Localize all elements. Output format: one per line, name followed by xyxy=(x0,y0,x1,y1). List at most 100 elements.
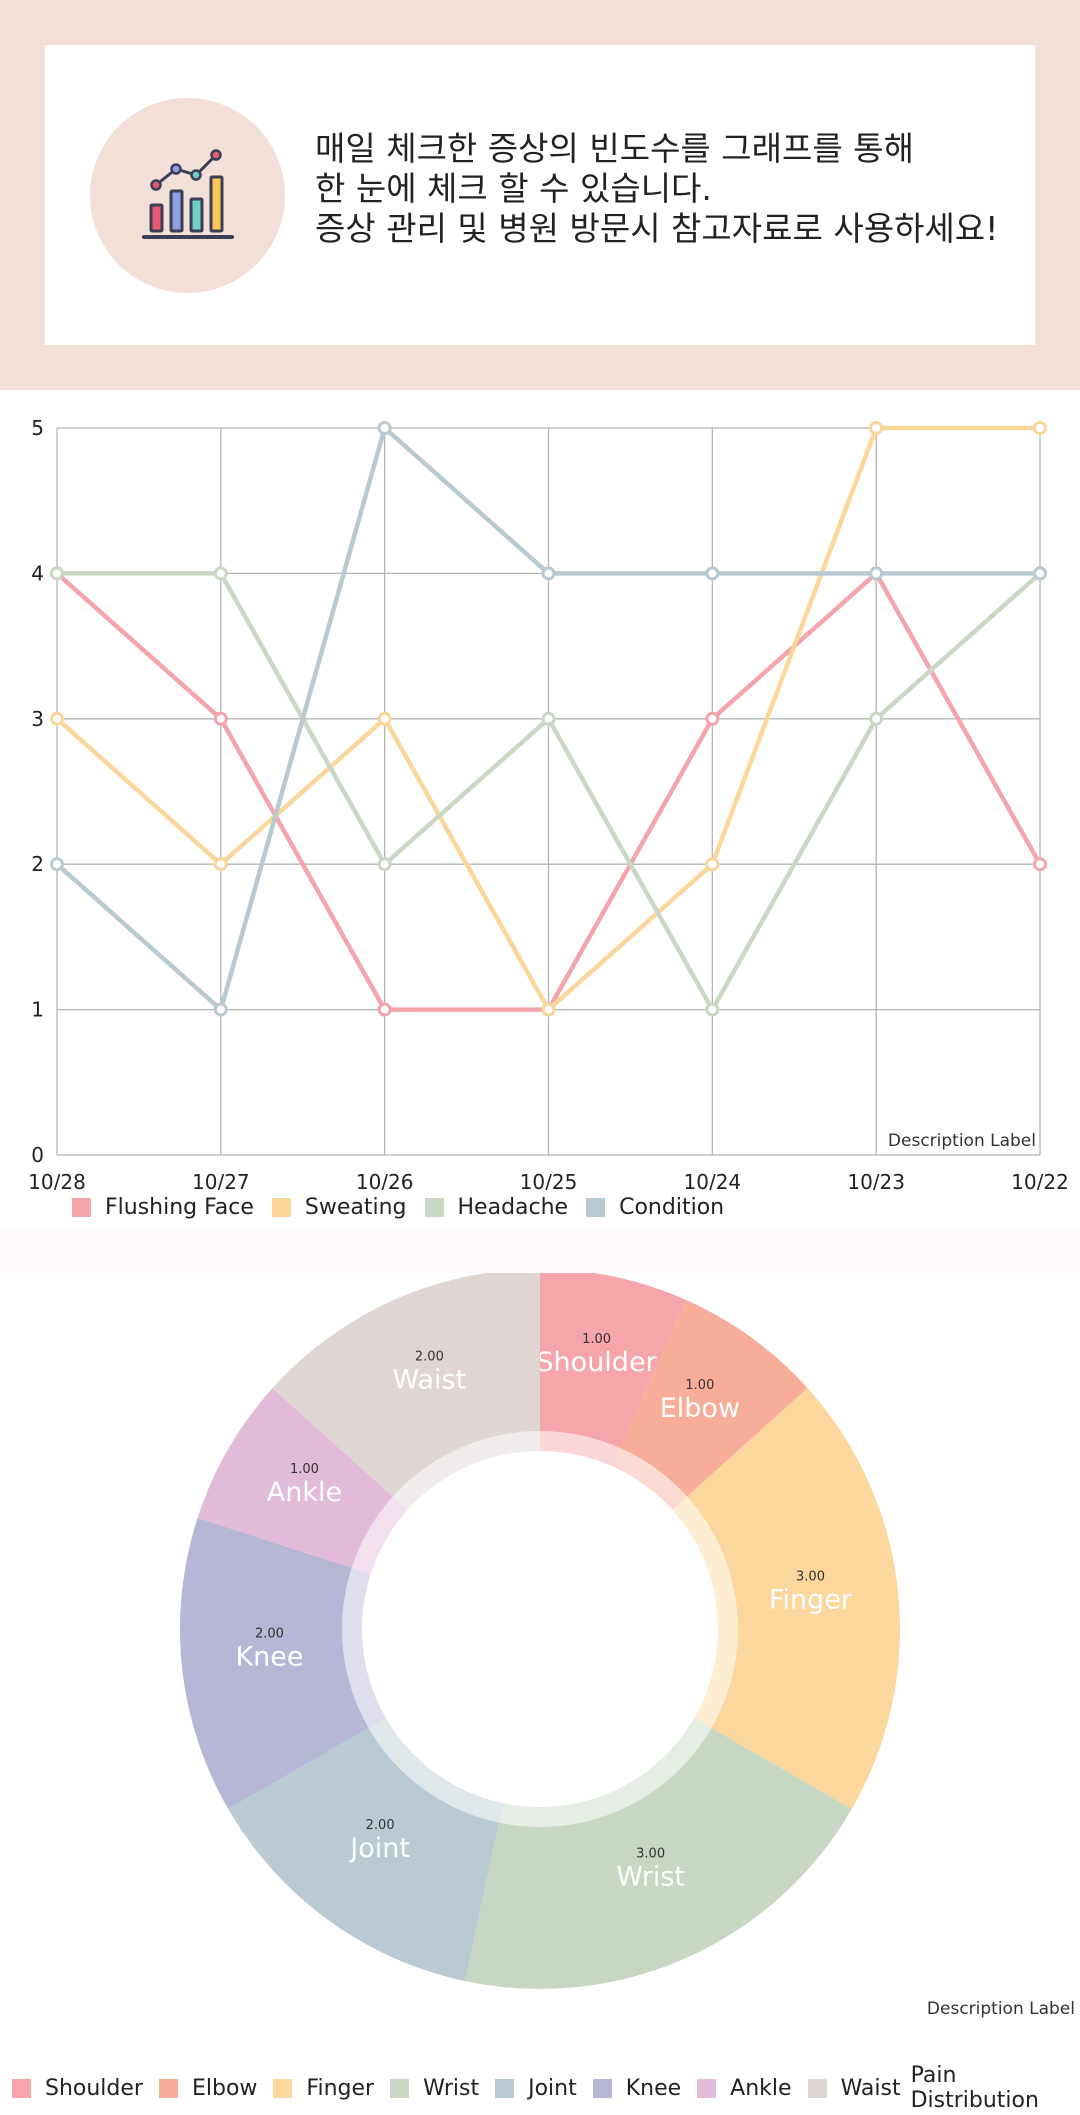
legend-swatch xyxy=(424,1197,444,1217)
x-tick-label: 10/24 xyxy=(684,1170,742,1190)
legend-label: Sweating xyxy=(304,1194,407,1220)
data-point xyxy=(1033,857,1047,872)
legend-item-ankle[interactable]: Ankle xyxy=(697,2075,792,2101)
slice-inner-band-joint xyxy=(368,1718,503,1823)
legend-label: Shoulder xyxy=(45,2075,143,2101)
data-point xyxy=(213,857,228,872)
legend-label: Condition xyxy=(619,1194,725,1220)
slice-name-label: Ankle xyxy=(267,1477,342,1508)
data-point xyxy=(377,421,392,435)
intro-text: 매일 체크한 증상의 빈도수를 그래프를 통해 한 눈에 체크 할 수 있습니다… xyxy=(315,129,1025,249)
slice-name-label: Elbow xyxy=(660,1393,740,1424)
data-point xyxy=(1033,421,1047,435)
legend-item-elbow[interactable]: Elbow xyxy=(158,2075,258,2101)
donut-hole xyxy=(362,1451,718,1807)
icon-badge xyxy=(90,98,285,293)
legend-swatch xyxy=(72,1197,91,1217)
legend-swatch xyxy=(807,2078,827,2098)
section-separator xyxy=(0,1230,1080,1273)
data-point xyxy=(50,566,64,581)
data-point xyxy=(541,566,556,581)
slice-elbow xyxy=(612,1300,808,1510)
y-tick-label: 5 xyxy=(31,416,44,440)
slice-wrist xyxy=(465,1718,852,1989)
legend-label: Wrist xyxy=(423,2075,480,2101)
y-tick-label: 0 xyxy=(31,1143,44,1167)
legend-swatch xyxy=(586,1197,606,1217)
legend-item-headache[interactable]: Headache xyxy=(424,1194,569,1220)
data-point xyxy=(1033,566,1047,581)
donut-chart: 1.00Shoulder1.00Elbow3.00Finger3.00Wrist… xyxy=(179,1273,901,1989)
slice-value-label: 2.00 xyxy=(255,1626,284,1641)
intro-line-2: 한 눈에 체크 할 수 있습니다. xyxy=(315,169,712,208)
legend-item-sweating[interactable]: Sweating xyxy=(271,1194,407,1220)
line-chart: 0 1 2 3 4 5 10/28 10/27 10/26 10/25 10/24 10/23 10/2… xyxy=(28,416,1069,1190)
slice-value-label: 3.00 xyxy=(636,1846,665,1861)
legend-label: Elbow xyxy=(191,2075,258,2101)
data-point xyxy=(213,711,228,726)
x-tick-label: 10/28 xyxy=(28,1170,86,1190)
legend-item-finger[interactable]: Finger xyxy=(273,2076,374,2101)
data-point xyxy=(541,1002,556,1017)
intro-card: 매일 체크한 증상의 빈도수를 그래프를 통해 한 눈에 체크 할 수 있습니다… xyxy=(45,45,1035,345)
legend-label: Knee xyxy=(625,2075,682,2101)
slice-value-label: 2.00 xyxy=(366,1818,395,1833)
x-tick-label: 10/25 xyxy=(520,1170,578,1190)
donut-chart-title: Pain Distribution xyxy=(910,2063,1039,2113)
x-tick-label: 10/26 xyxy=(356,1170,414,1190)
slice-inner-band-elbow xyxy=(612,1448,688,1510)
donut-chart-description-label: Description Label xyxy=(926,1999,1075,2019)
data-point xyxy=(705,857,720,872)
data-point xyxy=(377,857,392,872)
legend-label: Waist xyxy=(840,2075,901,2101)
legend-label: Ankle xyxy=(730,2075,792,2101)
slice-name-label: Finger xyxy=(769,1585,853,1616)
legend-swatch xyxy=(158,2078,178,2098)
y-tick-label: 3 xyxy=(31,707,44,731)
legend-item-knee[interactable]: Knee xyxy=(592,2075,682,2101)
data-point xyxy=(869,421,884,435)
y-tick-label: 4 xyxy=(31,561,44,585)
line-chart-description-label: Description Label xyxy=(887,1131,1036,1151)
slice-value-label: 3.00 xyxy=(796,1570,825,1585)
legend-item-wrist[interactable]: Wrist xyxy=(390,2076,479,2101)
line-chart-legend: Flushing Face Sweating Headache Conditio… xyxy=(72,1192,742,1222)
slice-inner-band-knee xyxy=(342,1567,386,1728)
data-point xyxy=(213,1002,228,1017)
legend-swatch xyxy=(271,1197,291,1217)
slice-inner-band-wrist xyxy=(498,1718,712,1827)
x-tick-label: 10/23 xyxy=(847,1170,905,1190)
legend-item-condition[interactable]: Condition xyxy=(586,1195,724,1220)
slice-value-label: 2.00 xyxy=(415,1350,444,1365)
slice-shoulder xyxy=(540,1273,687,1467)
data-point xyxy=(377,1002,392,1017)
data-point xyxy=(869,711,884,726)
slice-ankle xyxy=(197,1388,408,1574)
slice-knee xyxy=(179,1517,386,1809)
donut-chart-legend: Shoulder Elbow Finger Wrist Joint Knee A… xyxy=(12,2063,1080,2113)
slice-value-label: 1.00 xyxy=(290,1462,319,1477)
data-point xyxy=(705,1002,720,1017)
legend-label: Finger xyxy=(306,2075,375,2101)
legend-item-waist[interactable]: Waist xyxy=(807,2075,901,2101)
x-tick-label: 10/22 xyxy=(1011,1170,1069,1190)
legend-item-flushing-face[interactable]: Flushing Face xyxy=(72,1195,254,1220)
data-point xyxy=(869,566,884,581)
slice-value-label: 1.00 xyxy=(685,1378,714,1393)
legend-label: Flushing Face xyxy=(105,1194,254,1220)
legend-item-shoulder[interactable]: Shoulder xyxy=(12,2076,143,2101)
y-tick-label: 1 xyxy=(31,998,44,1022)
data-point xyxy=(50,857,64,872)
legend-swatch xyxy=(697,2078,717,2098)
bar-chart-icon xyxy=(142,149,234,239)
legend-item-joint[interactable]: Joint xyxy=(495,2076,577,2101)
legend-swatch xyxy=(273,2078,293,2098)
header-band: 매일 체크한 증상의 빈도수를 그래프를 통해 한 눈에 체크 할 수 있습니다… xyxy=(0,0,1080,390)
slice-inner-band-finger xyxy=(672,1496,739,1728)
legend-swatch xyxy=(592,2078,612,2098)
legend-label: Headache xyxy=(457,1194,569,1220)
slice-inner-band-shoulder xyxy=(540,1431,621,1467)
slice-name-label: Shoulder xyxy=(536,1347,657,1378)
x-tick-label: 10/27 xyxy=(192,1170,250,1190)
data-point xyxy=(50,711,64,726)
